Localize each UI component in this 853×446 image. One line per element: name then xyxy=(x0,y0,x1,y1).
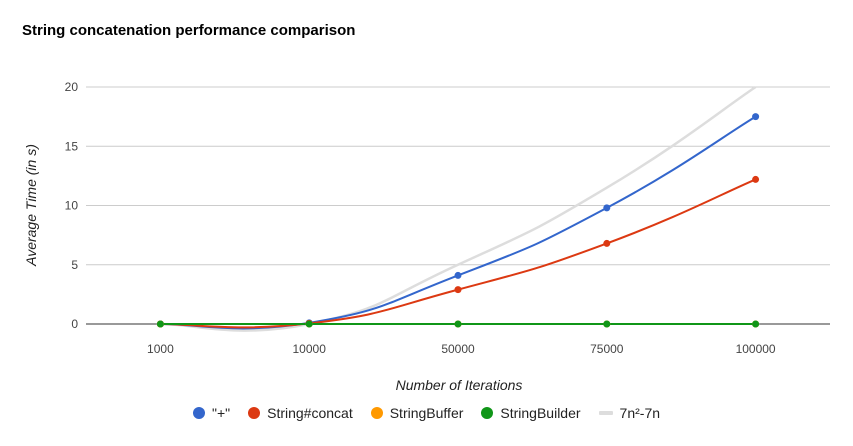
legend-swatch xyxy=(598,411,613,415)
legend-swatch xyxy=(481,407,494,419)
data-point[interactable] xyxy=(454,320,462,328)
legend-label: String#concat xyxy=(267,405,353,421)
legend-swatch xyxy=(192,407,205,419)
legend-item[interactable]: String#concat xyxy=(248,405,353,421)
legend-item[interactable]: StringBuffer xyxy=(370,405,464,421)
data-point[interactable] xyxy=(752,175,760,183)
legend-swatch xyxy=(370,407,383,419)
x-tick-label: 50000 xyxy=(441,342,475,356)
legend-item[interactable]: "+" xyxy=(192,405,231,421)
data-point[interactable] xyxy=(454,286,462,294)
data-point[interactable] xyxy=(603,320,611,328)
data-point[interactable] xyxy=(603,204,611,212)
y-tick-label: 10 xyxy=(65,199,79,213)
x-tick-label: 10000 xyxy=(293,342,327,356)
data-point[interactable] xyxy=(752,113,760,121)
x-axis-ticks: 1000 10000 50000 75000 100000 xyxy=(147,342,776,356)
y-tick-label: 5 xyxy=(71,258,78,272)
y-axis-title: Average Time (in s) xyxy=(23,144,39,267)
legend-label: 7n²-7n xyxy=(619,405,661,421)
legend-item[interactable]: StringBuilder xyxy=(481,405,581,421)
y-tick-label: 0 xyxy=(71,317,78,331)
legend-label: StringBuffer xyxy=(389,405,464,421)
y-tick-label: 15 xyxy=(65,139,79,153)
data-point[interactable] xyxy=(603,239,611,247)
legend-swatch xyxy=(248,407,261,419)
series-points xyxy=(156,113,760,328)
x-tick-label: 100000 xyxy=(736,342,776,356)
data-point[interactable] xyxy=(156,320,164,328)
data-point[interactable] xyxy=(305,320,313,328)
y-tick-label: 20 xyxy=(65,80,79,94)
series-line xyxy=(160,178,756,329)
data-point[interactable] xyxy=(752,320,760,328)
x-tick-label: 1000 xyxy=(147,342,174,356)
line-chart: 0 5 10 15 20 1000 10000 50000 75000 100000 Numbe… xyxy=(23,80,830,393)
y-axis-ticks: 0 5 10 15 20 xyxy=(65,80,79,331)
chart-title: String concatenation performance compari… xyxy=(22,22,356,39)
legend-label: "+" xyxy=(211,405,231,421)
x-tick-label: 75000 xyxy=(590,342,624,356)
series-line xyxy=(160,85,757,332)
x-axis-title: Number of Iterations xyxy=(396,377,523,393)
legend-label: StringBuilder xyxy=(500,405,581,421)
series-lines xyxy=(160,85,757,332)
data-point[interactable] xyxy=(454,271,462,279)
legend: "+" String#concat StringBuffer StringBuilde… xyxy=(0,405,853,421)
legend-item[interactable]: 7n²-7n xyxy=(598,405,661,421)
